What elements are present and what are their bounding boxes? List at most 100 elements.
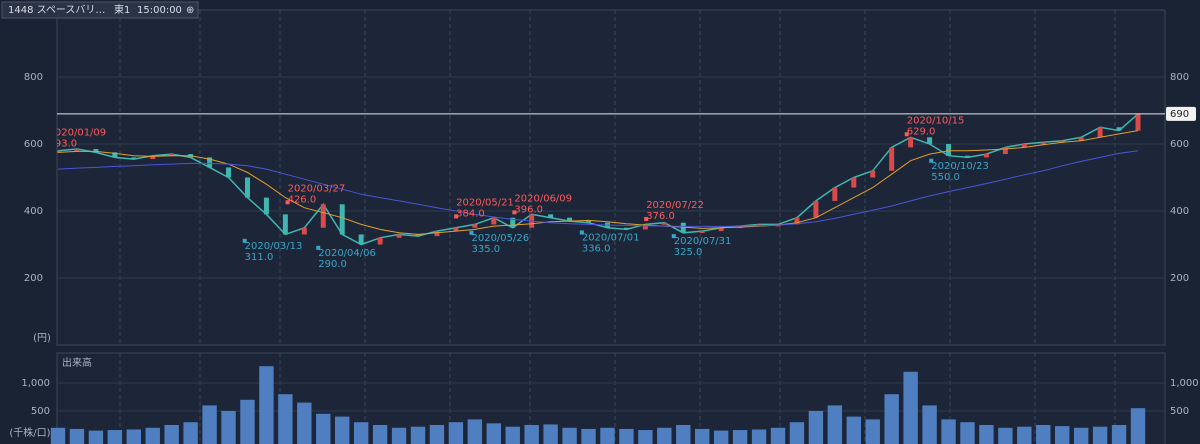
volume-bar (297, 402, 312, 444)
price-line (57, 130, 1139, 235)
annotation-date: 2020/01/09 (49, 127, 107, 138)
volume-bar (732, 430, 748, 444)
candle (870, 170, 876, 178)
volume-bar (808, 411, 824, 444)
annotation-marker (579, 230, 584, 235)
annotation-value: 325.0 (674, 247, 703, 258)
candle (567, 217, 573, 222)
candle (794, 217, 800, 225)
annotation-date: 2020/03/27 (288, 183, 346, 194)
volume-bar (713, 430, 729, 444)
volume-bar (429, 425, 445, 444)
candle (453, 227, 459, 232)
candle (301, 227, 307, 235)
volume-bar (1130, 408, 1146, 444)
volume-bar (619, 428, 634, 444)
market: 東1 (114, 3, 130, 16)
volume-bar (448, 422, 464, 444)
volume-bar (221, 411, 236, 444)
volume-bar (410, 426, 426, 444)
volume-bar (581, 428, 596, 444)
candle (851, 177, 857, 188)
candle (339, 204, 345, 235)
volume-bar (486, 423, 501, 444)
annotation-value: 311.0 (245, 252, 274, 263)
candle (1059, 140, 1065, 143)
annotation-marker (929, 158, 934, 163)
candle (491, 217, 497, 225)
y-tick-label-right: 600 (1170, 139, 1189, 150)
volume-bar (846, 416, 861, 444)
volume-bar (183, 422, 198, 444)
candle (434, 231, 440, 237)
candle (358, 234, 364, 245)
candle (150, 155, 156, 160)
candle (207, 157, 213, 168)
price-line (57, 150, 1139, 227)
annotation-date: 2020/07/01 (582, 232, 640, 243)
volume-bar (1092, 426, 1108, 444)
annotation-date: 2020/05/26 (471, 233, 529, 244)
annotation-value: 593.0 (49, 138, 78, 149)
volume-bar (1017, 426, 1032, 444)
candle (1116, 127, 1122, 131)
volume-bar (543, 424, 558, 444)
y-tick-label-right: 500 (1170, 406, 1189, 417)
annotation-value: 335.0 (471, 244, 500, 255)
candle (74, 149, 80, 152)
y-tick-label-right: 1,000 (1170, 378, 1199, 389)
volume-bar (1111, 425, 1127, 444)
annotation-value: 290.0 (318, 259, 347, 270)
y-tick-label: 200 (24, 273, 43, 284)
volume-bar (751, 429, 767, 444)
candle (661, 222, 667, 225)
volume-bar (107, 430, 123, 444)
volume-bar (998, 427, 1013, 444)
annotation-value: 396.0 (514, 204, 543, 215)
volume-bar (391, 427, 407, 444)
volume-bar (50, 427, 66, 444)
annotation-marker (285, 200, 290, 205)
annotation-date: 2020/10/15 (907, 115, 965, 126)
candle (1002, 147, 1008, 155)
annotation-marker (904, 132, 909, 137)
y-tick-label-right: 800 (1170, 72, 1189, 83)
volume-bar (259, 366, 274, 444)
time: 15:00:00 (137, 5, 182, 16)
volume-bar (865, 419, 880, 444)
y-tick-label-right: 400 (1170, 206, 1189, 217)
volume-bar (126, 429, 141, 444)
y-tick-label: 400 (24, 206, 43, 217)
volume-bar (789, 422, 805, 444)
candle (244, 177, 250, 198)
candle (112, 152, 118, 158)
header-box (1, 1, 199, 19)
candle (263, 197, 269, 215)
annotation-date: 2020/03/13 (245, 241, 303, 252)
annotation-value: 550.0 (931, 172, 960, 183)
annotation-marker (454, 214, 459, 219)
annotation-date: 2020/06/09 (514, 193, 572, 204)
candle (908, 137, 914, 148)
volume-bar (562, 427, 577, 444)
annotation-marker (469, 230, 474, 235)
volume-bar (240, 399, 255, 444)
annotation-date: 2020/04/06 (318, 248, 376, 259)
y-tick-label: 800 (24, 72, 43, 83)
menu-icon[interactable]: ⊕ (186, 5, 194, 16)
annotation-value: 426.0 (288, 194, 317, 205)
volume-bar (524, 425, 539, 444)
volume-bar (676, 425, 691, 444)
volume-bar (638, 430, 653, 444)
candle (889, 147, 895, 171)
y-tick-label: 600 (24, 139, 43, 150)
vertical-grid (119, 10, 1116, 444)
candle (415, 234, 421, 237)
code-name: 1448 スペースバリ… (8, 4, 105, 16)
candle (1021, 144, 1027, 148)
candle (832, 187, 838, 201)
candle (623, 227, 629, 230)
volume-title: 出来高 (62, 356, 92, 369)
